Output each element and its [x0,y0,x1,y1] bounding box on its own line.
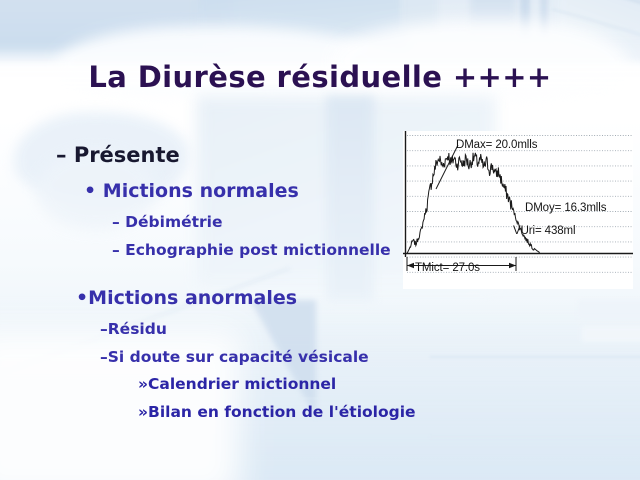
uroflowmetry-chart: DMax= 20.0mlls DMoy= 16.3mlls VUri= 438m… [403,131,633,289]
outline-label-debimetrie: Débimétrie [125,213,223,231]
outline-label-mictions-anormales: Mictions anormales [88,286,298,309]
outline-item-calendrier-mictionnel: »Calendrier mictionnel [138,375,400,394]
outline-label-capacite-vesicale: Si doute sur capacité vésicale [107,347,369,366]
background-horizontal-line-2 [430,436,640,438]
outline-list: – Présente • Mictions normales – Débimét… [0,142,416,422]
outline-item-mictions-anormales: •Mictions anormales [76,287,400,311]
outline-label-presente: Présente [73,143,180,167]
bullet-marker-dot: • [76,286,89,309]
background-mid-column [326,96,374,301]
outline-label-mictions-normales: Mictions normales [102,180,299,203]
background-bottom-left-highlight [0,330,240,480]
outline-item-capacite-vesicale: –Si doute sur capacité vésicale [100,348,400,367]
outline-item-mictions-normales: • Mictions normales [84,180,400,204]
outline-label-calendrier-mictionnel: Calendrier mictionnel [148,375,337,394]
outline-item-debimetrie: – Débimétrie [112,213,400,232]
bullet-marker-dash: – [100,319,108,338]
bullet-marker-dash: – [56,143,67,167]
bullet-marker-guillemet: » [138,375,149,394]
background-right-box-2 [582,326,640,342]
background-white-band [0,64,640,86]
slide-title: La Diurèse résiduelle ++++ [88,60,552,94]
bullet-marker-dash: – [112,213,120,231]
outline-label-bilan-etiologie: Bilan en fonction de l'étiologie [148,402,416,421]
chart-annotation-vuri: VUri= 438ml [513,225,576,237]
background-shape-top-column-2 [520,0,530,38]
background-right-box-1 [578,300,640,318]
chart-annotation-dmoy: DMoy= 16.3mlls [525,202,607,214]
bullet-marker-guillemet: » [138,402,149,421]
background-shape-top-column-3 [540,0,548,36]
outline-label-residu: Résidu [107,319,167,338]
outline-label-echographie: Echographie post mictionnelle [125,241,391,260]
bullet-marker-dash: – [100,347,108,366]
bullet-marker-dot: • [84,180,97,203]
tmict-measure-bracket [406,257,517,271]
chart-annotation-tmict: TMict= 27.0s [415,262,480,274]
background-blob-left-2 [36,150,156,230]
background-horizontal-line-1 [430,356,640,358]
chart-annotation-dmax: DMax= 20.0mlls [456,139,538,151]
dmax-leader-line [435,144,459,190]
outline-item-bilan-etiologie: »Bilan en fonction de l'étiologie [138,402,416,422]
flow-rate-curve [406,152,541,254]
background-horizontal-line-3 [300,398,640,399]
outline-item-echographie: – Echographie post mictionnelle [112,241,400,260]
uroflow-plot [403,131,633,273]
bullet-marker-dash: – [112,241,120,260]
outline-item-residu: –Résidu [100,320,400,339]
outline-item-presente: – Présente [56,142,400,168]
